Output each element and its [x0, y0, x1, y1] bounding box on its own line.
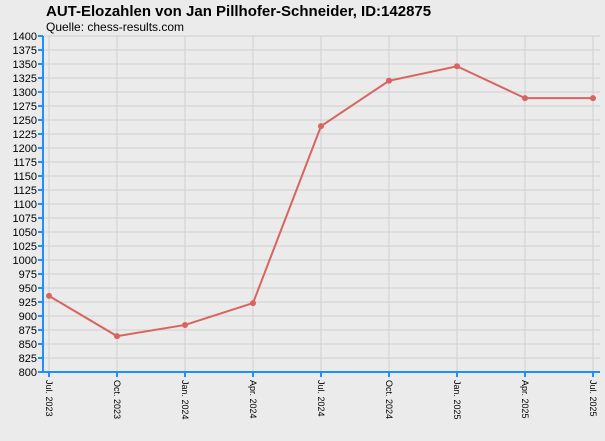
y-tick-label: 875: [19, 325, 37, 337]
data-point: [114, 333, 120, 340]
x-tick-label: Oct. 2024: [384, 380, 394, 419]
chart-title: AUT-Elozahlen von Jan Pillhofer-Schneide…: [46, 3, 431, 20]
data-point: [250, 300, 256, 307]
data-point: [46, 292, 52, 299]
y-tick-label: 1375: [13, 45, 37, 57]
y-tick-label: 1250: [13, 115, 37, 127]
y-tick-label: 900: [19, 311, 37, 323]
y-tick-label: 1075: [13, 213, 37, 225]
y-tick-label: 950: [19, 283, 37, 295]
y-tick-label: 1225: [13, 129, 37, 141]
data-point: [182, 321, 188, 328]
y-tick-label: 850: [19, 339, 37, 351]
x-tick-label: Jan. 2024: [180, 380, 190, 420]
y-tick-label: 1100: [13, 199, 37, 211]
y-tick-label: 975: [19, 269, 37, 281]
x-tick-label: Oct. 2023: [112, 380, 122, 419]
y-tick-label: 1400: [13, 31, 37, 43]
y-tick-label: 800: [19, 367, 37, 379]
x-tick-label: Jul. 2023: [44, 380, 54, 417]
y-tick-label: 1000: [13, 255, 37, 267]
y-tick-label: 1175: [13, 157, 37, 169]
data-point: [386, 77, 392, 84]
y-tick-label: 1125: [13, 185, 37, 197]
x-tick-label: Jul. 2025: [588, 380, 598, 417]
y-tick-label: 1150: [13, 171, 37, 183]
x-tick-label: Jul. 2024: [316, 380, 326, 417]
y-tick-label: 1200: [13, 143, 37, 155]
y-tick-label: 825: [19, 353, 37, 365]
y-tick-label: 1275: [13, 101, 37, 113]
y-tick-label: 1300: [13, 87, 37, 99]
y-tick-label: 1325: [13, 73, 37, 85]
y-tick-label: 1350: [13, 59, 37, 71]
y-tick-label: 1025: [13, 241, 37, 253]
x-tick-label: Apr. 2024: [248, 380, 258, 419]
chart-subtitle: Quelle: chess-results.com: [46, 20, 184, 34]
y-tick-label: 1050: [13, 227, 37, 239]
x-tick-label: Apr. 2025: [520, 380, 530, 419]
data-point: [454, 63, 460, 70]
data-point: [522, 95, 528, 102]
data-point: [590, 95, 596, 102]
y-tick-label: 925: [19, 297, 37, 309]
x-tick-label: Jan. 2025: [452, 380, 462, 420]
data-point: [318, 123, 324, 130]
